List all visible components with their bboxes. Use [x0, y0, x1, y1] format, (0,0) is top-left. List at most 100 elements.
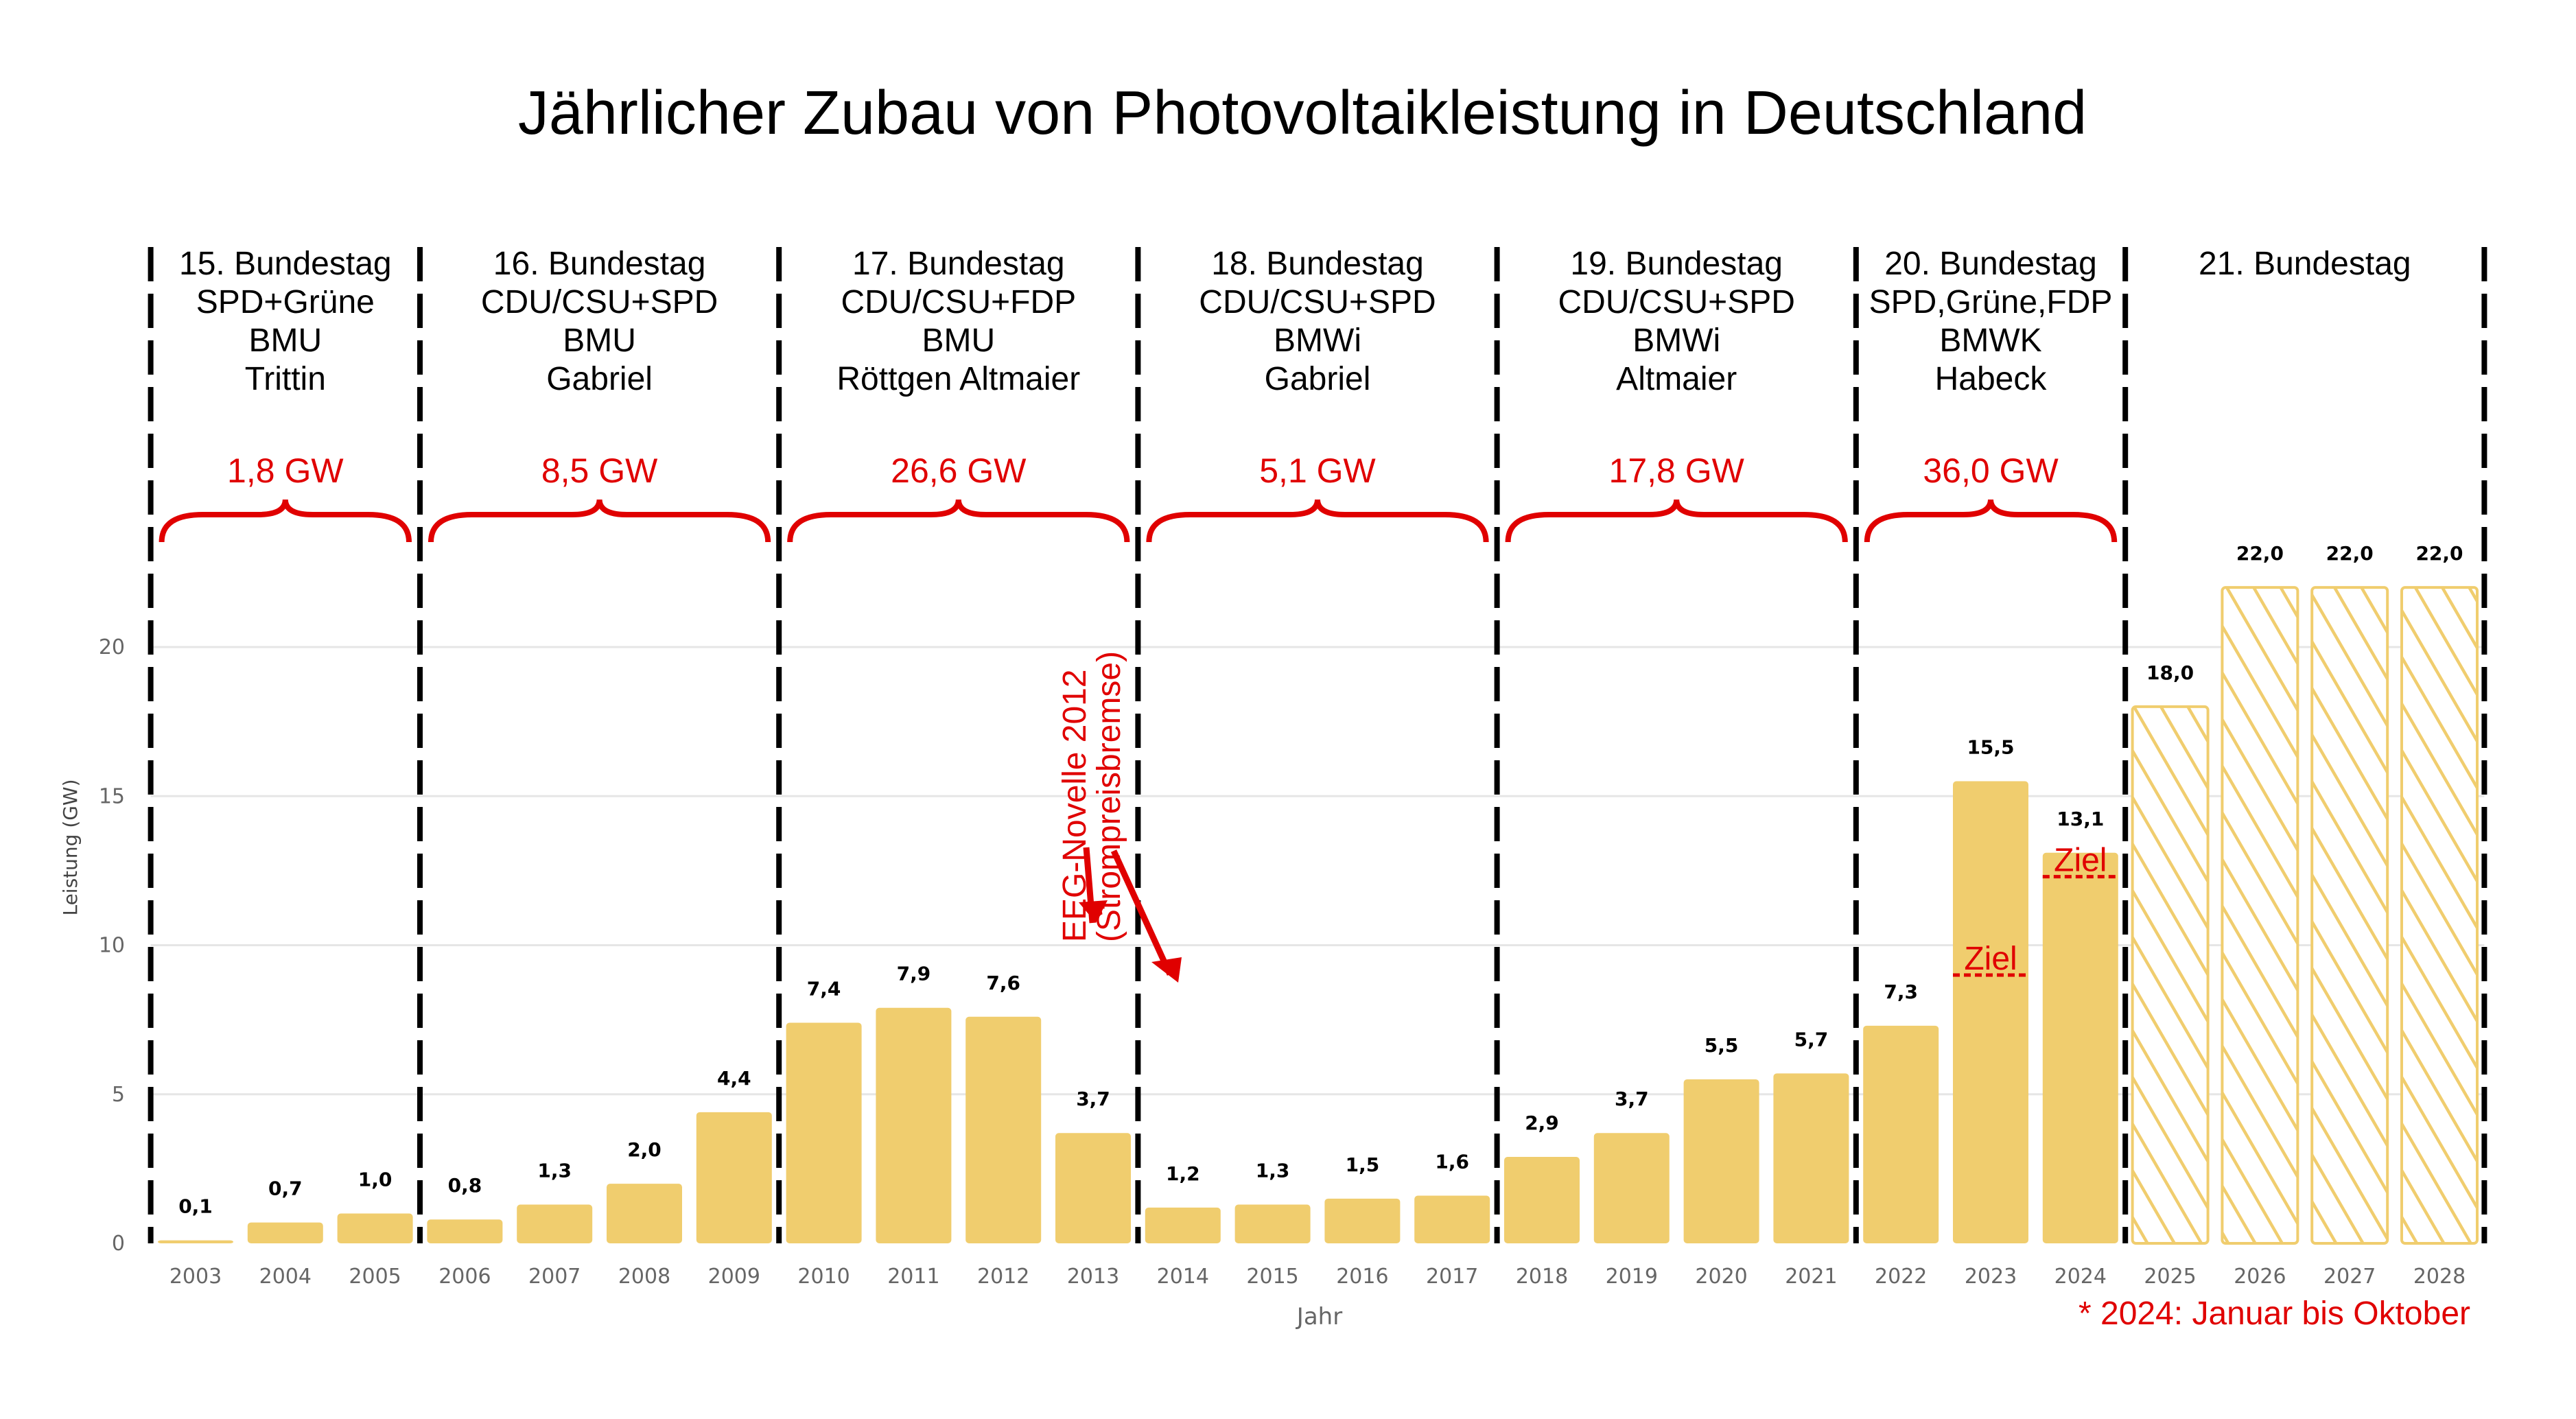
data-label: 1,5	[1346, 1153, 1380, 1176]
period-brace	[1146, 499, 1489, 543]
data-label: 3,7	[1076, 1088, 1110, 1110]
bar-2019	[1593, 1133, 1670, 1243]
period-total: 8,5 GW	[541, 452, 658, 490]
period-header-line: SPD,Grüne,FDP	[1869, 284, 2113, 320]
x-tick-label: 2023	[1965, 1265, 2017, 1289]
x-tick-label: 2025	[2144, 1265, 2196, 1289]
bar-2023	[1953, 781, 2028, 1243]
data-label: 0,1	[178, 1195, 213, 1218]
arrow-head-icon	[1079, 900, 1108, 923]
annotation-text: EEG-Novelle 2012	[1057, 669, 1093, 942]
y-tick-label: 20	[99, 635, 125, 659]
x-tick-label: 2026	[2234, 1265, 2286, 1289]
bar-2005	[337, 1213, 413, 1243]
x-tick-label: 2011	[887, 1265, 939, 1289]
period-header-line: SPD+Grüne	[196, 284, 375, 320]
period-header-line: 15. Bundestag	[179, 246, 392, 282]
data-label: 7,4	[807, 977, 841, 1000]
bar-2007	[517, 1204, 593, 1243]
data-label: 1,2	[1166, 1162, 1200, 1185]
data-label: 0,8	[448, 1174, 482, 1197]
data-label: 1,6	[1435, 1150, 1469, 1173]
data-label: 5,5	[1705, 1034, 1739, 1057]
annotation-text: (Strompreisbremse)	[1091, 651, 1127, 942]
x-tick-label: 2024	[2054, 1265, 2107, 1289]
bar-2017	[1414, 1195, 1490, 1243]
x-tick-label: 2004	[259, 1265, 312, 1289]
y-tick-label: 5	[112, 1083, 125, 1107]
x-axis-label: Jahr	[1296, 1303, 1342, 1330]
x-tick-label: 2007	[528, 1265, 581, 1289]
data-label: 13,1	[2057, 808, 2104, 830]
bar-2025	[2131, 705, 2210, 1245]
chart-title: Jährlicher Zubau von Photovoltaikleistun…	[518, 79, 2087, 148]
x-tick-label: 2003	[169, 1265, 222, 1289]
x-tick-label: 2014	[1157, 1265, 1209, 1289]
period-header-line: 18. Bundestag	[1211, 246, 1424, 282]
data-label: 3,7	[1615, 1088, 1649, 1110]
footnote: * 2024: Januar bis Oktober	[2079, 1295, 2470, 1332]
period-header-line: Trittin	[245, 361, 326, 397]
period-header-line: CDU/CSU+SPD	[1558, 284, 1794, 320]
x-tick-label: 2016	[1336, 1265, 1388, 1289]
x-tick-label: 2018	[1516, 1265, 1568, 1289]
period-brace	[787, 499, 1130, 543]
period-brace	[1505, 499, 1848, 543]
data-label: 18,0	[2146, 661, 2194, 684]
period-header-line: BMU	[563, 322, 636, 359]
period-total: 5,1 GW	[1259, 452, 1376, 490]
data-label: 7,9	[897, 963, 931, 985]
x-tick-label: 2006	[438, 1265, 491, 1289]
period-header-line: BMU	[248, 322, 322, 359]
x-tick-label: 2028	[2413, 1265, 2466, 1289]
bar-2027	[2310, 586, 2389, 1245]
data-label: 15,5	[1967, 736, 2014, 759]
x-tick-label: 2019	[1606, 1265, 1658, 1289]
period-header-line: Habeck	[1935, 361, 2048, 397]
bar-2011	[876, 1007, 952, 1243]
data-label: 7,6	[986, 972, 1020, 994]
data-label: 2,9	[1525, 1112, 1559, 1134]
period-header-line: Altmaier	[1616, 361, 1737, 397]
y-tick-label: 10	[99, 934, 125, 958]
period-header-line: Gabriel	[546, 361, 653, 397]
data-label: 0,7	[268, 1177, 303, 1200]
period-header-line: BMWK	[1939, 322, 2041, 359]
period-header-line: 20. Bundestag	[1884, 246, 2097, 282]
bar-2021	[1773, 1073, 1849, 1243]
data-label: 2,0	[627, 1138, 661, 1161]
bar-2026	[2221, 586, 2299, 1245]
period-header-line: CDU/CSU+SPD	[481, 284, 718, 320]
bar-2009	[696, 1112, 772, 1243]
data-label: 1,3	[1256, 1160, 1290, 1182]
period-header-line: Gabriel	[1265, 361, 1371, 397]
bar-2028	[2400, 586, 2479, 1245]
target-label: Ziel	[1964, 941, 2017, 977]
period-brace	[1864, 499, 2118, 543]
bar-2013	[1055, 1133, 1131, 1243]
x-tick-label: 2022	[1875, 1265, 1927, 1289]
data-label: 1,3	[537, 1160, 572, 1182]
bar-2014	[1145, 1207, 1221, 1243]
bar-2018	[1504, 1156, 1580, 1243]
annotation-arrow	[1110, 849, 1173, 976]
x-tick-label: 2015	[1246, 1265, 1298, 1289]
x-tick-label: 2012	[977, 1265, 1029, 1289]
period-header-line: 17. Bundestag	[852, 246, 1065, 282]
bar-2003	[158, 1240, 233, 1243]
x-tick-label: 2010	[797, 1265, 850, 1289]
x-tick-label: 2008	[618, 1265, 670, 1289]
data-label: 22,0	[2415, 542, 2463, 565]
bar-2024	[2042, 852, 2118, 1243]
period-header-line: 19. Bundestag	[1570, 246, 1783, 282]
x-tick-label: 2020	[1695, 1265, 1747, 1289]
data-label: 4,4	[717, 1067, 751, 1090]
bar-2015	[1234, 1204, 1311, 1243]
data-label: 5,7	[1794, 1028, 1829, 1051]
data-label: 1,0	[358, 1169, 393, 1191]
bar-2020	[1683, 1079, 1759, 1243]
bar-2012	[965, 1016, 1042, 1243]
period-brace	[159, 499, 412, 543]
y-tick-label: 15	[99, 784, 125, 808]
